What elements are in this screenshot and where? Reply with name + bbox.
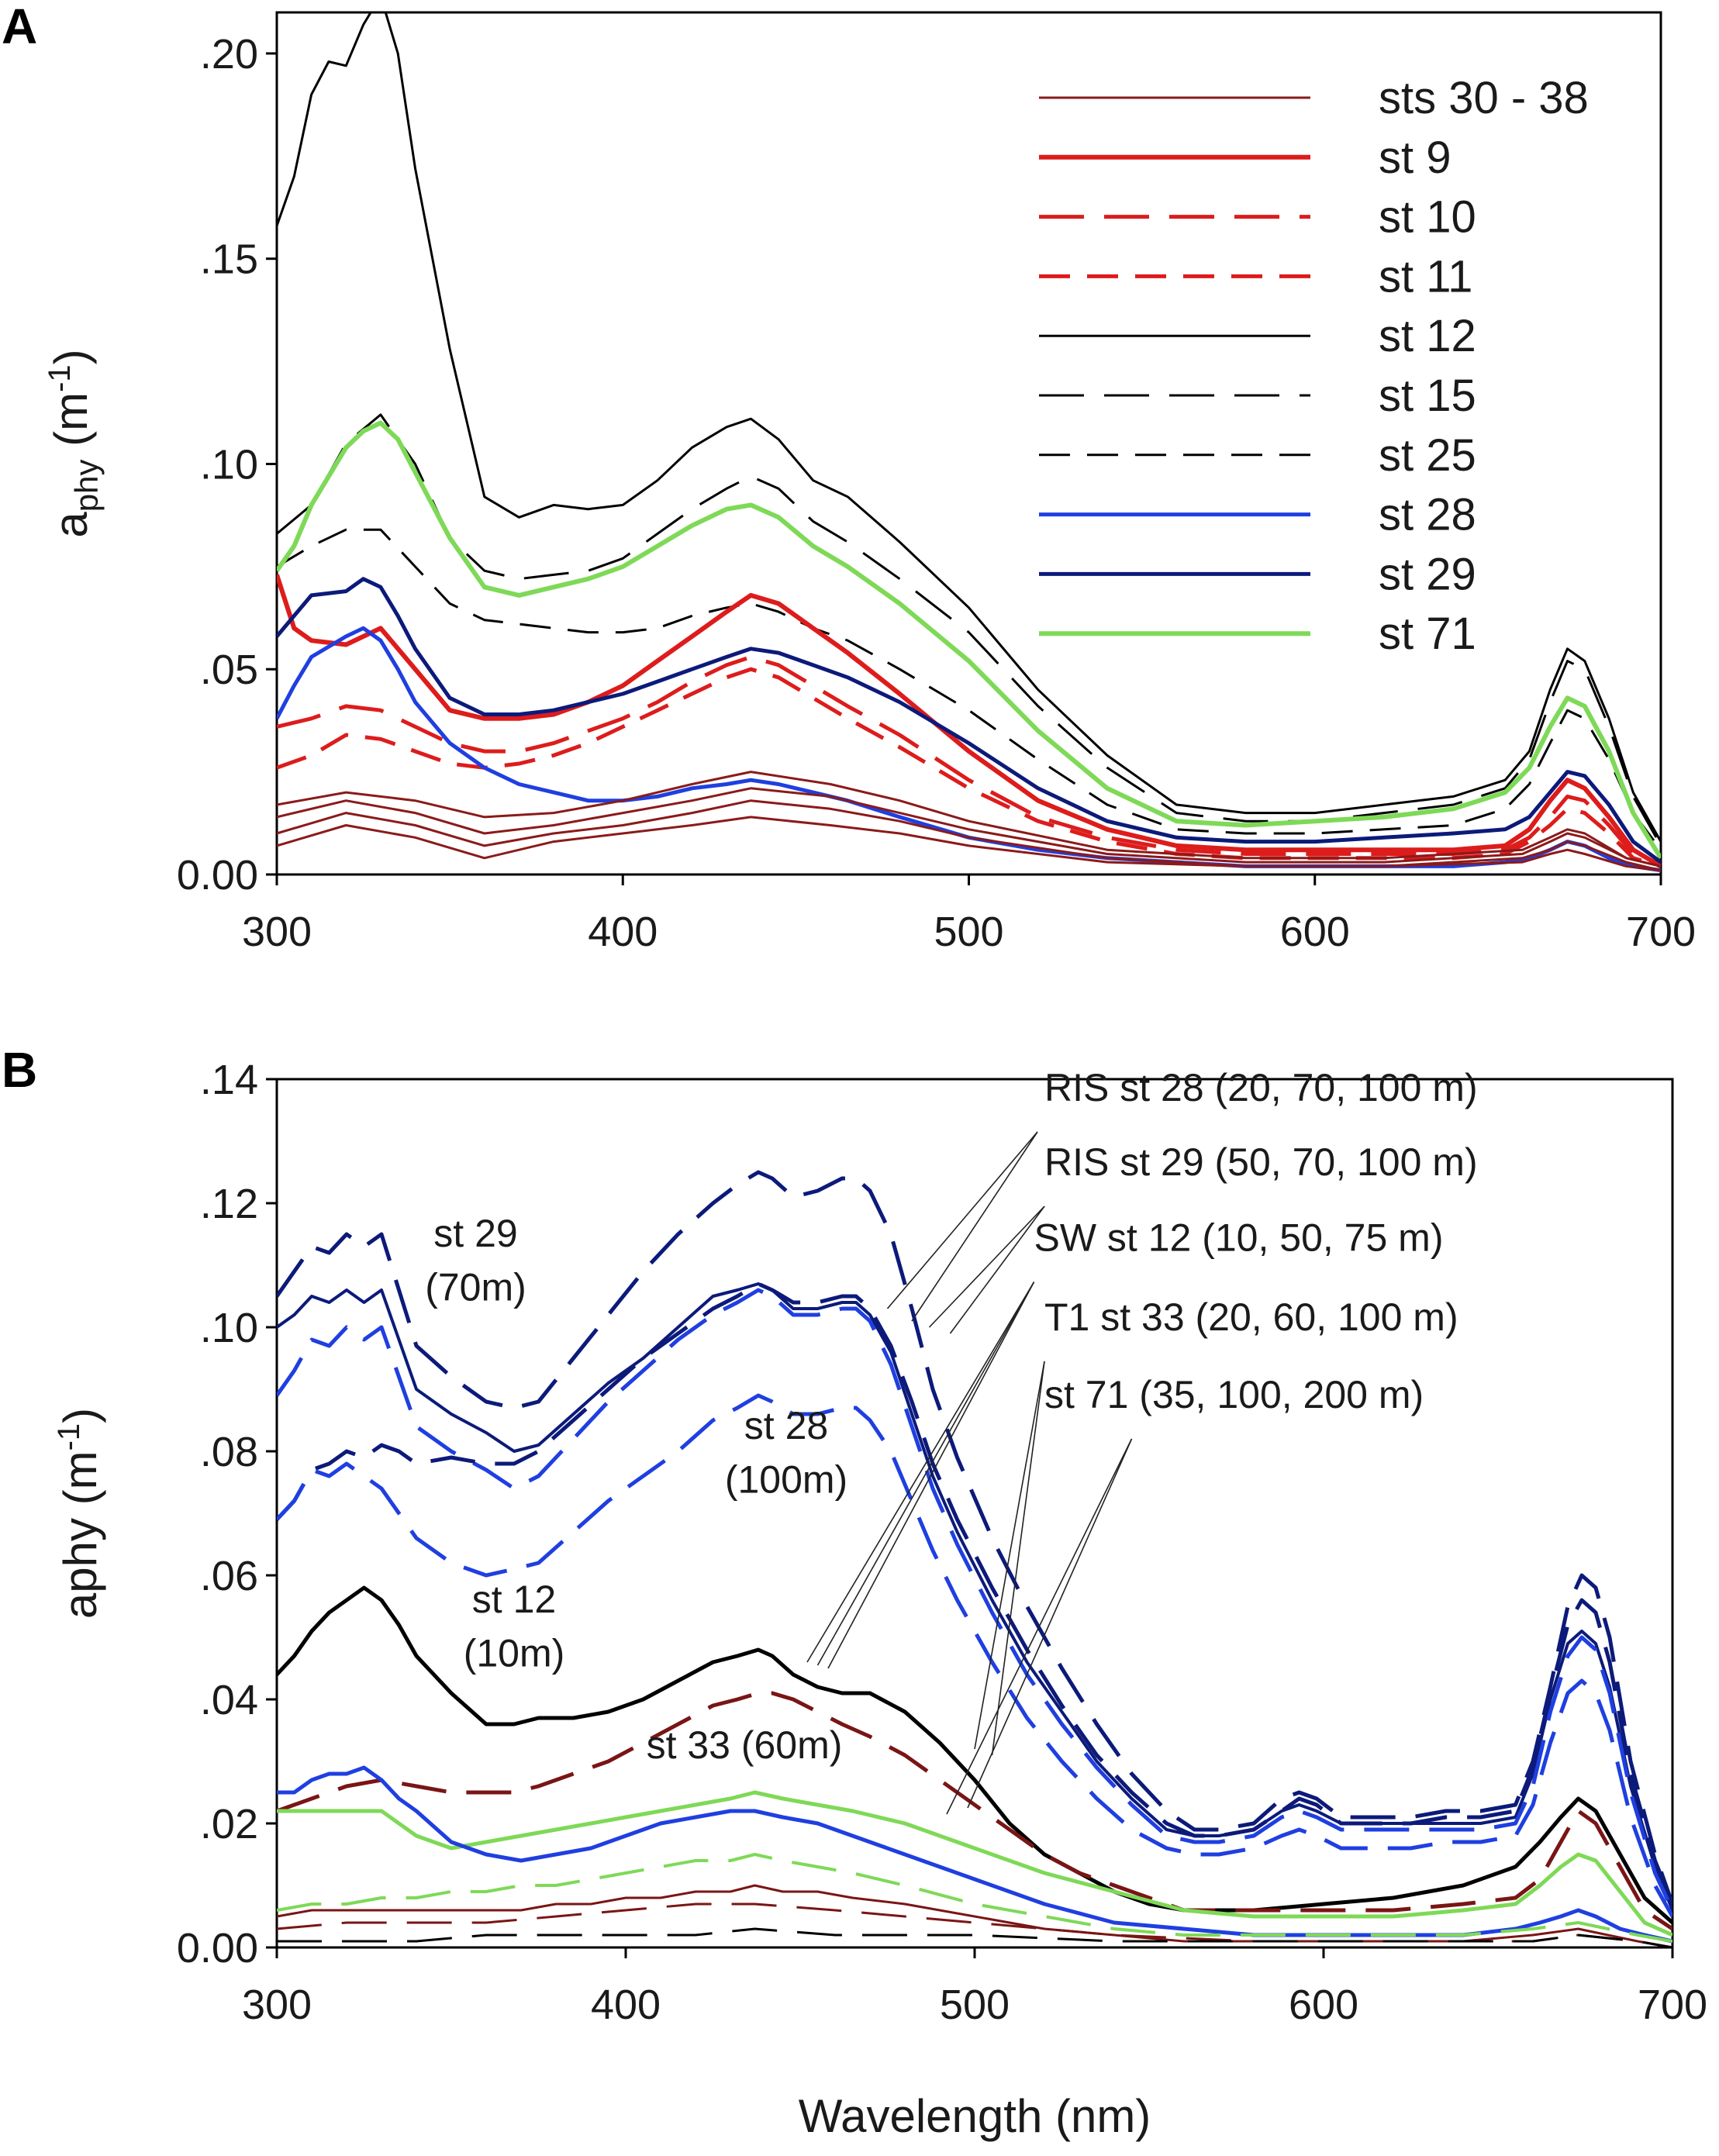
series-line-sts-30-38-2- bbox=[277, 787, 1661, 868]
x-tick-label: 400 bbox=[588, 909, 658, 955]
y-axis-title: aphy (m-1) bbox=[52, 1408, 106, 1619]
y-tick-label: 0.00 bbox=[177, 1925, 258, 1971]
group-annotation: st 71 (35, 100, 200 m) bbox=[1044, 1373, 1424, 1416]
series-line-st-9 bbox=[277, 574, 1661, 868]
annotation-leader bbox=[967, 1438, 1133, 1809]
x-tick-label: 700 bbox=[1626, 909, 1696, 955]
curve-annotation: st 28 bbox=[744, 1404, 828, 1447]
legend-label: st 15 bbox=[1379, 371, 1476, 421]
series-line-st-28-20-m- bbox=[277, 1288, 1672, 1912]
series-line-st-29-70-m- bbox=[277, 1282, 1672, 1911]
y-tick-label: .06 bbox=[200, 1553, 258, 1599]
x-tick-label: 700 bbox=[1638, 1982, 1707, 2028]
series-line-sts-30-38-3- bbox=[277, 799, 1661, 872]
curve-annotation: st 29 bbox=[433, 1212, 517, 1255]
series-line-st-11 bbox=[277, 667, 1661, 868]
series-line-st-12 bbox=[277, 12, 1661, 843]
x-tick-label: 300 bbox=[242, 1982, 312, 2028]
y-tick-label: 0.00 bbox=[177, 852, 258, 899]
annotation-leader bbox=[928, 1206, 1045, 1328]
y-tick-label: .05 bbox=[200, 647, 258, 693]
legend-label: st 10 bbox=[1379, 192, 1476, 243]
x-tick-label: 500 bbox=[934, 909, 1003, 955]
x-tick-label: 300 bbox=[242, 909, 312, 955]
x-tick-label: 500 bbox=[940, 1982, 1010, 2028]
y-tick-label: .10 bbox=[200, 441, 258, 488]
series-line-st-28 bbox=[277, 626, 1661, 873]
group-annotation: SW st 12 (10, 50, 75 m) bbox=[1034, 1216, 1444, 1260]
panel-a-chart: 0.00 .05 .10 .15 .20 300 400 500 600 700 aphy (m-1… bbox=[43, 11, 1696, 955]
curve-annotation: (100m) bbox=[725, 1458, 847, 1502]
y-axis-title: aphy (m-1) bbox=[43, 349, 105, 537]
legend-label: sts 30 - 38 bbox=[1379, 73, 1589, 123]
annotation-leader bbox=[974, 1361, 1045, 1750]
y-tick-label: .15 bbox=[200, 236, 258, 283]
x-tick-label: 600 bbox=[1280, 909, 1350, 955]
legend-label: st 25 bbox=[1379, 430, 1476, 481]
legend-label: st 28 bbox=[1379, 490, 1476, 540]
series-line-st-12-75-m- bbox=[277, 1927, 1672, 1947]
curve-annotation: (10m) bbox=[464, 1632, 565, 1675]
y-tick-label: .02 bbox=[200, 1801, 258, 1847]
series-line-st-33-20-m- bbox=[277, 1884, 1672, 1947]
annotation-leader bbox=[816, 1282, 1035, 1666]
panel-b-chart: 0.00 .02 .04 .06 .08 .10 .12 .14 300 400 500 600 700… bbox=[52, 1057, 1707, 2142]
series-line-st-71-35-m- bbox=[277, 1790, 1672, 1937]
y-tick-label: .08 bbox=[200, 1429, 258, 1475]
y-tick-label: .10 bbox=[200, 1305, 258, 1351]
series-line-st-10 bbox=[277, 654, 1661, 868]
legend-label: st 9 bbox=[1379, 133, 1451, 183]
legend-label: st 12 bbox=[1379, 311, 1476, 361]
annotation-leader bbox=[886, 1131, 1038, 1309]
x-tick-label: 600 bbox=[1289, 1982, 1358, 2028]
y-tick-label: .12 bbox=[200, 1181, 258, 1227]
annotation-leader bbox=[827, 1282, 1035, 1669]
series-line-st-28-70-m- bbox=[277, 1765, 1672, 1944]
x-axis-title: Wavelength (nm) bbox=[799, 2090, 1151, 2142]
series-line-st-29-100-m- bbox=[277, 1282, 1672, 1905]
x-tick-label: 400 bbox=[591, 1982, 661, 2028]
series-line-st-25 bbox=[277, 528, 1661, 851]
series-line-st-33-60-m- bbox=[277, 1691, 1672, 1931]
annotation-leader bbox=[949, 1206, 1045, 1334]
group-annotation: RIS st 28 (20, 70, 100 m) bbox=[1044, 1066, 1478, 1109]
panel-letter-a: A bbox=[2, 0, 37, 54]
annotation-leader bbox=[806, 1282, 1035, 1663]
plot-frame bbox=[275, 1078, 1674, 1949]
curve-annotation: st 33 (60m) bbox=[647, 1723, 843, 1767]
curve-annotation: (70m) bbox=[425, 1266, 526, 1309]
annotation-leader bbox=[911, 1131, 1038, 1322]
series-line-st-28-100-m- bbox=[277, 1393, 1672, 1918]
legend-label: st 29 bbox=[1379, 549, 1476, 599]
series-line-st-12-10-m- bbox=[277, 1585, 1672, 1924]
series-line-st-15 bbox=[277, 413, 1661, 847]
annotation-leader bbox=[991, 1361, 1045, 1756]
series-line-sts-30-38-1- bbox=[277, 771, 1661, 868]
series-line-sts-30-38-4- bbox=[277, 816, 1661, 872]
y-tick-label: .20 bbox=[200, 31, 258, 78]
series-line-st-29-50-m- bbox=[277, 1170, 1672, 1905]
group-annotation: T1 st 33 (20, 60, 100 m) bbox=[1044, 1295, 1458, 1339]
y-tick-label: .04 bbox=[200, 1677, 258, 1723]
series-line-st-29 bbox=[277, 577, 1661, 864]
y-tick-label: .14 bbox=[200, 1057, 258, 1103]
legend-label: st 11 bbox=[1379, 251, 1472, 302]
group-annotation: RIS st 29 (50, 70, 100 m) bbox=[1044, 1140, 1478, 1184]
curve-annotation: st 12 bbox=[472, 1578, 556, 1621]
panel-letter-b: B bbox=[2, 1042, 37, 1098]
annotation-leader bbox=[946, 1438, 1133, 1815]
series-line-st-71-100-m- bbox=[277, 1853, 1672, 1943]
series-line-st-71 bbox=[277, 420, 1661, 860]
legend-label: st 71 bbox=[1379, 609, 1476, 659]
